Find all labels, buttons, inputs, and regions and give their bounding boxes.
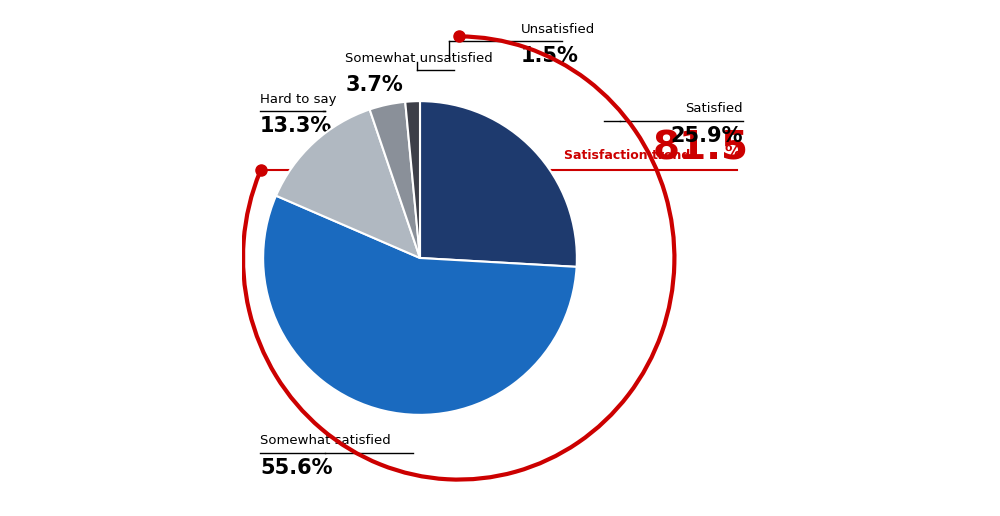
Text: 3.7%: 3.7% — [345, 75, 403, 95]
Text: Somewhat unsatisfied: Somewhat unsatisfied — [345, 52, 493, 64]
Text: Satisfaction trend: Satisfaction trend — [564, 149, 691, 162]
Wedge shape — [405, 101, 420, 258]
Text: 25.9%: 25.9% — [670, 126, 743, 146]
Wedge shape — [276, 109, 420, 258]
Wedge shape — [420, 101, 577, 267]
Text: 13.3%: 13.3% — [260, 116, 332, 136]
Wedge shape — [370, 102, 420, 258]
Text: 81.5: 81.5 — [652, 130, 748, 167]
Text: Somewhat satisfied: Somewhat satisfied — [260, 434, 391, 447]
Text: 55.6%: 55.6% — [260, 458, 333, 478]
Text: Unsatisfied: Unsatisfied — [521, 23, 595, 36]
Text: Satisfied: Satisfied — [685, 103, 743, 116]
Wedge shape — [263, 196, 577, 415]
Text: 1.5%: 1.5% — [521, 46, 579, 67]
Text: %: % — [724, 144, 741, 162]
Text: Hard to say: Hard to say — [260, 93, 337, 106]
